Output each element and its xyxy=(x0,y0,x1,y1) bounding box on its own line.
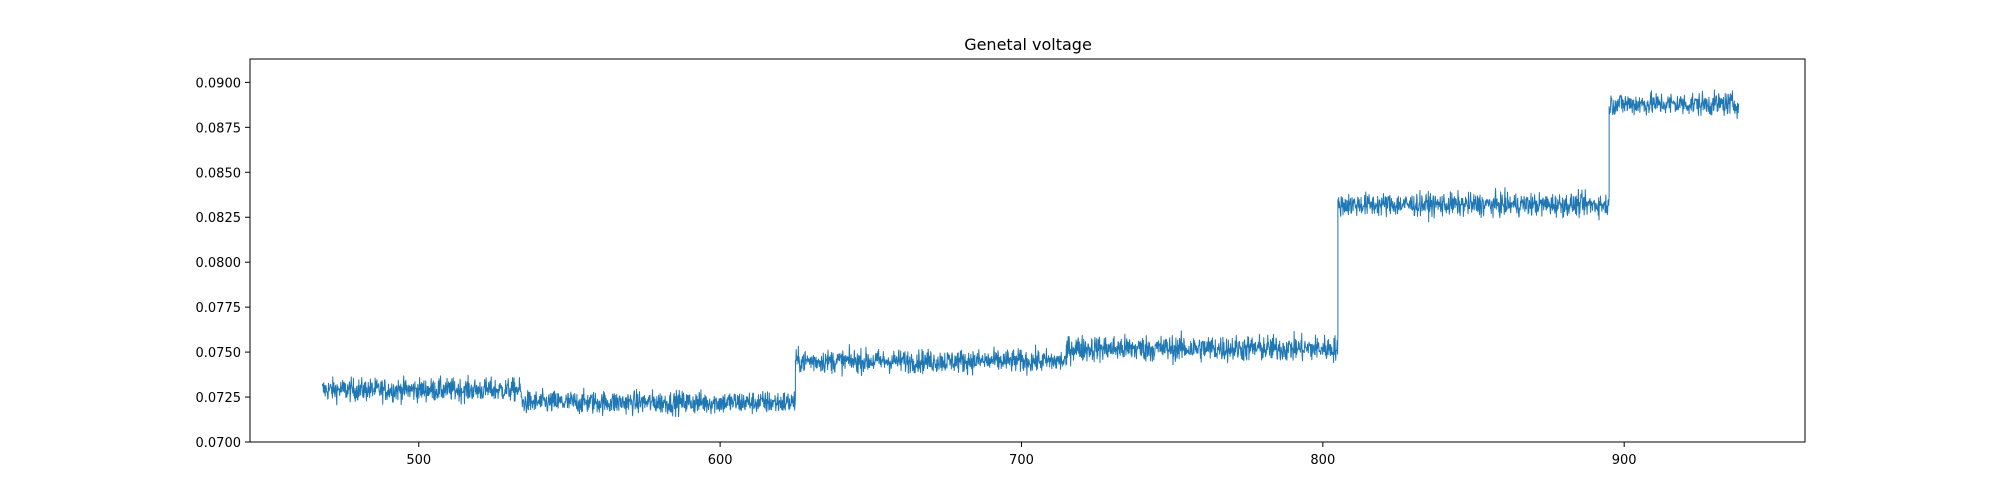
x-axis: 500 600 700 800 900 xyxy=(406,442,1637,468)
y-tick-label: 0.0800 xyxy=(196,256,242,271)
y-tick-label: 0.0775 xyxy=(196,301,242,316)
x-tick-label: 500 xyxy=(406,453,431,468)
y-tick-label: 0.0875 xyxy=(196,121,242,136)
y-tick-label: 0.0725 xyxy=(196,391,242,406)
y-tick-label: 0.0825 xyxy=(196,211,242,226)
y-tick-label: 0.0850 xyxy=(196,166,242,181)
x-tick-label: 600 xyxy=(708,453,733,468)
series-line xyxy=(321,89,1740,418)
y-tick-label: 0.0750 xyxy=(196,346,242,361)
chart-title: Genetal voltage xyxy=(964,35,1092,54)
x-tick-label: 700 xyxy=(1009,453,1034,468)
y-tick-label: 0.0700 xyxy=(196,436,242,451)
x-tick-label: 900 xyxy=(1612,453,1637,468)
x-tick-label: 800 xyxy=(1310,453,1335,468)
y-axis: 0.0700 0.0725 0.0750 0.0775 0.0800 0.0825 0.08… xyxy=(196,76,250,451)
y-tick-label: 0.0900 xyxy=(196,76,242,91)
plot-frame xyxy=(249,58,1806,443)
plot-area xyxy=(321,89,1740,418)
